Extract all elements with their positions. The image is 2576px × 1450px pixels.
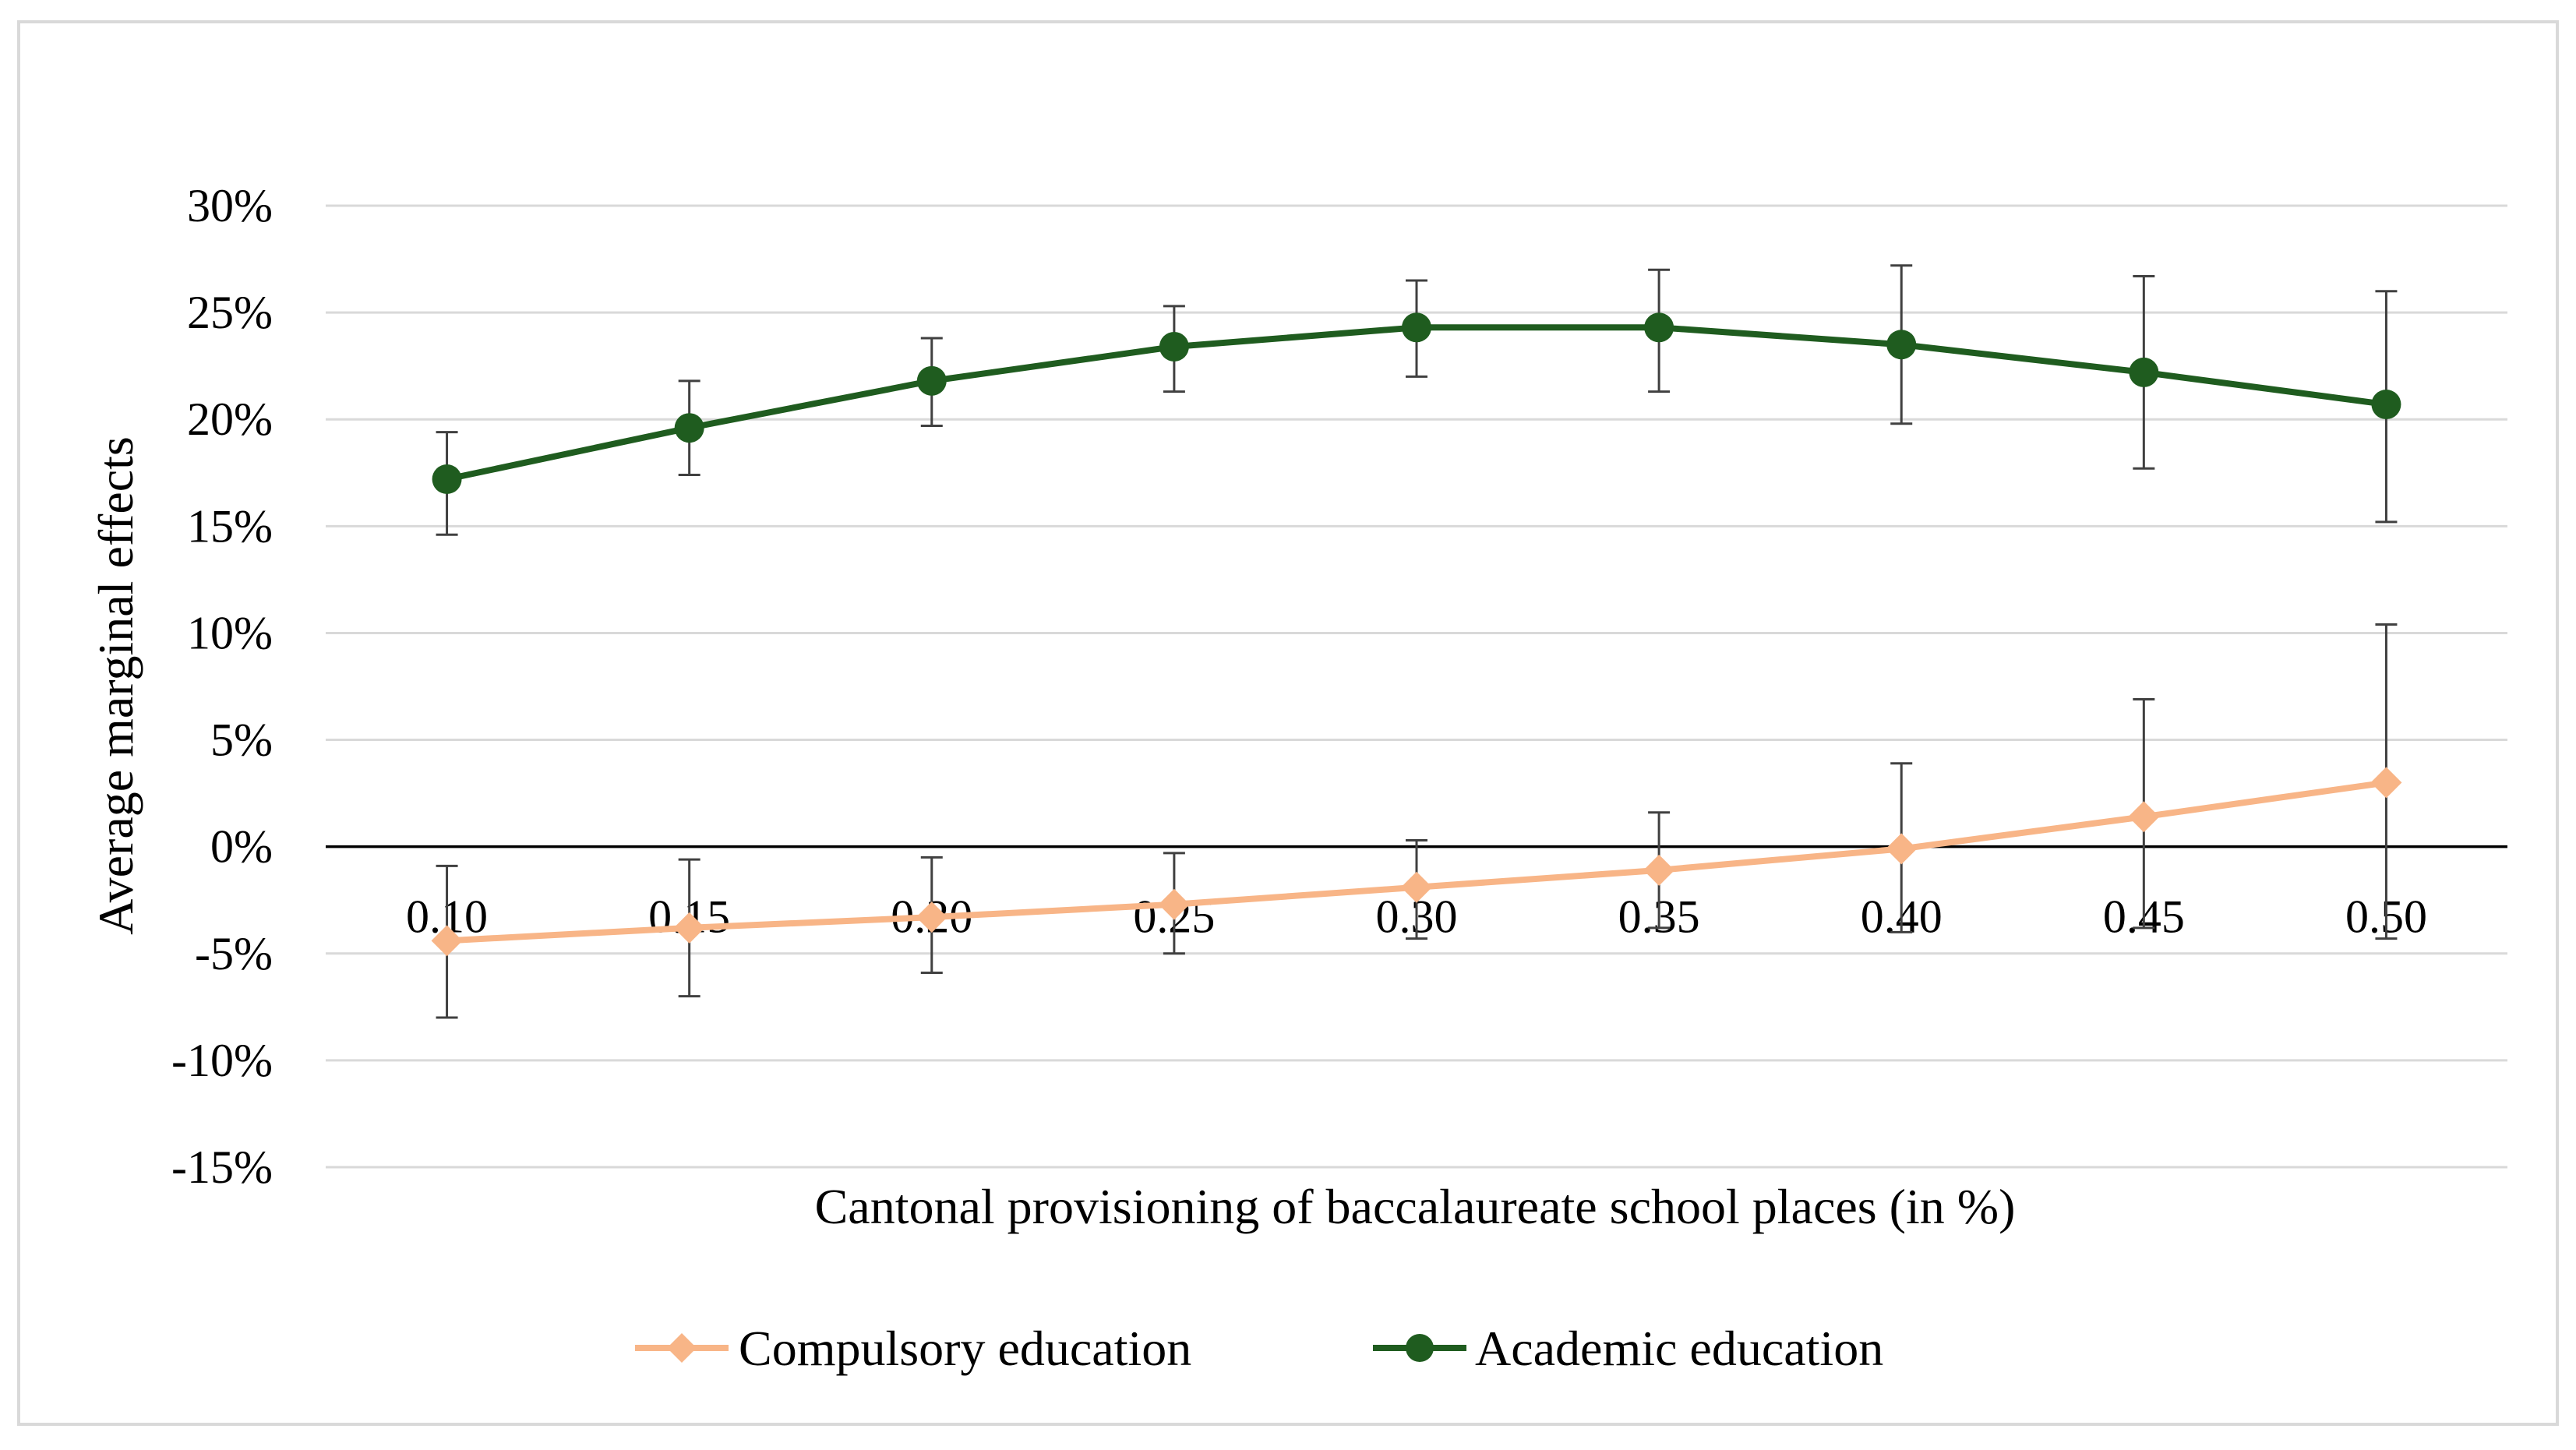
y-tick-label: 25% (187, 287, 273, 338)
legend: Compulsory education Academic education (635, 1321, 1883, 1376)
y-tick-label: 5% (210, 714, 273, 766)
y-axis-ticks: 30% 25% 20% 15% 10% 5% 0% -5% -10% -15% (171, 180, 273, 1193)
y-tick-label: 15% (187, 500, 273, 552)
x-axis-title: Cantonal provisioning of baccalaureate s… (815, 1179, 2016, 1234)
y-tick-label: 30% (187, 180, 273, 231)
series-group (431, 264, 2402, 1019)
data-point (2128, 801, 2160, 833)
data-point (1401, 871, 1432, 903)
data-point (1886, 833, 1918, 865)
legend-swatch-marker (1406, 1334, 1434, 1362)
data-point (916, 365, 947, 396)
y-tick-label: -15% (171, 1141, 273, 1193)
data-point (1643, 854, 1675, 886)
legend-item-academic-education: Academic education (1373, 1321, 1883, 1376)
data-point (1158, 888, 1190, 920)
legend-label: Compulsory education (739, 1321, 1191, 1376)
data-point (1159, 331, 1189, 362)
legend-item-compulsory-education: Compulsory education (635, 1321, 1191, 1376)
y-tick-label: 20% (187, 393, 273, 445)
data-point (1402, 312, 1431, 343)
y-tick-label: 0% (210, 821, 273, 873)
data-point (2129, 357, 2159, 387)
data-point (1644, 312, 1674, 343)
y-axis-title: Average marginal effects (88, 436, 143, 935)
y-tick-label: -5% (195, 928, 273, 979)
data-point (2371, 390, 2401, 420)
data-point (1886, 330, 1917, 360)
data-point (431, 925, 463, 957)
y-tick-label: -10% (171, 1035, 273, 1086)
data-point (674, 413, 704, 443)
legend-swatch-marker (667, 1333, 697, 1363)
data-point (673, 912, 705, 944)
data-point (2370, 767, 2402, 799)
legend-label: Academic education (1475, 1321, 1883, 1376)
data-point (916, 901, 947, 933)
data-point (432, 464, 462, 495)
series-academic-education (432, 264, 2401, 536)
chart-border (17, 20, 2559, 1426)
series-compulsory-education (431, 623, 2402, 1019)
y-tick-label: 10% (187, 607, 273, 658)
